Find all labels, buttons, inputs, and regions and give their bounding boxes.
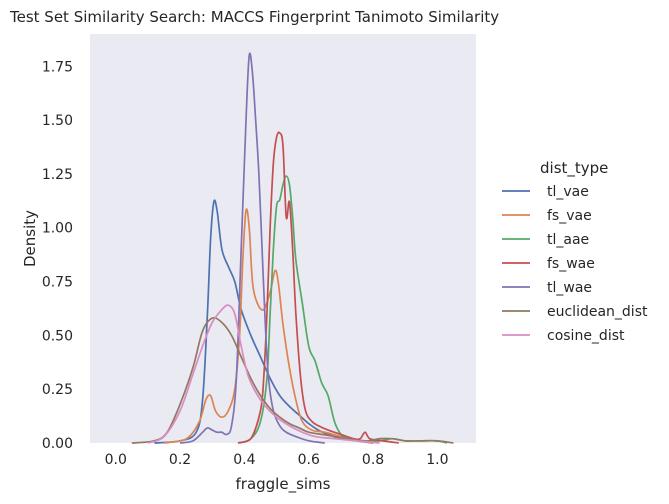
legend-title: dist_type <box>540 159 608 178</box>
legend-label: tl_wae <box>547 280 592 296</box>
legend-label: fs_wae <box>547 256 595 272</box>
x-tick-label: 0.0 <box>105 452 127 468</box>
x-tick-label: 0.8 <box>362 452 384 468</box>
chart-title: Test Set Similarity Search: MACCS Finger… <box>9 8 499 26</box>
y-tick-label: 1.00 <box>42 221 73 237</box>
series-line-cosine-dist <box>147 304 380 444</box>
y-ticks: 0.00 0.25 0.50 0.75 1.00 1.25 1.50 1.75 <box>42 59 73 452</box>
legend-label: tl_vae <box>547 184 589 200</box>
legend-label: fs_vae <box>547 208 592 224</box>
y-tick-label: 1.25 <box>42 167 73 183</box>
series-line-fs-vae <box>163 208 374 444</box>
x-ticks: 0.0 0.2 0.4 0.6 0.8 1.0 <box>105 452 449 468</box>
x-tick-label: 0.2 <box>169 452 191 468</box>
legend-label: euclidean_dist <box>547 304 648 320</box>
series-layer <box>131 52 454 444</box>
series-line-euclidean-dist <box>131 316 454 444</box>
x-axis-label: fraggle_sims <box>236 475 331 494</box>
y-tick-label: 0.50 <box>42 328 73 344</box>
x-tick-label: 0.6 <box>298 452 320 468</box>
y-tick-label: 1.50 <box>42 113 73 129</box>
series-line-tl-aae <box>237 175 448 444</box>
legend: dist_type tl_vae fs_vae tl_aae fs_wae tl_wae… <box>502 159 648 344</box>
y-tick-label: 0.75 <box>42 275 73 291</box>
legend-label: tl_aae <box>547 232 589 248</box>
y-axis-label: Density <box>21 210 39 267</box>
series-line-tl-vae <box>154 199 374 444</box>
series-line-tl-wae <box>179 52 325 444</box>
x-tick-label: 0.4 <box>233 452 255 468</box>
y-tick-label: 0.25 <box>42 382 73 398</box>
y-tick-label: 0.00 <box>42 436 73 452</box>
x-tick-label: 1.0 <box>426 452 448 468</box>
plot-area <box>90 34 476 443</box>
series-line-fs-wae <box>237 131 399 444</box>
legend-label: cosine_dist <box>547 328 625 344</box>
y-tick-label: 1.75 <box>42 59 73 75</box>
